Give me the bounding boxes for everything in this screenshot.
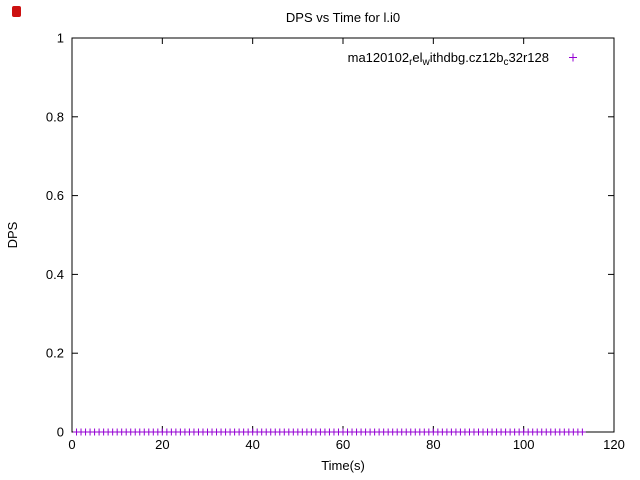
y-tick-label: 1 [57, 31, 64, 46]
axis-ticks [71, 37, 615, 433]
y-tick-label: 0 [57, 425, 64, 440]
series-points [73, 428, 586, 436]
x-tick-label: 0 [68, 437, 75, 452]
legend-marker-plus [569, 53, 577, 62]
legend-series-label: ma120102relwithdbg.cz12bc32r128 [348, 50, 549, 68]
legend: ma120102relwithdbg.cz12bc32r128 [348, 50, 577, 68]
y-tick-label: 0.2 [46, 346, 64, 361]
x-tick-label: 120 [603, 437, 625, 452]
y-tick-label: 0.6 [46, 188, 64, 203]
x-tick-label: 40 [245, 437, 259, 452]
data-points-plus [73, 428, 586, 436]
chart-title: DPS vs Time for l.i0 [286, 10, 400, 25]
x-tick-label: 100 [513, 437, 535, 452]
y-axis-label: DPS [5, 221, 20, 248]
x-tick-label: 80 [426, 437, 440, 452]
x-tick-label: 60 [336, 437, 350, 452]
x-tick-label: 20 [155, 437, 169, 452]
y-tick-label: 0.8 [46, 109, 64, 124]
y-tick-label: 0.4 [46, 267, 64, 282]
x-axis-label: Time(s) [321, 458, 365, 473]
window-icon [12, 6, 21, 17]
axis-tick-labels: 0 20 40 60 80 100 120 0 0.2 0.4 0.6 0.8 1 [46, 31, 625, 453]
plot-border [71, 37, 615, 433]
